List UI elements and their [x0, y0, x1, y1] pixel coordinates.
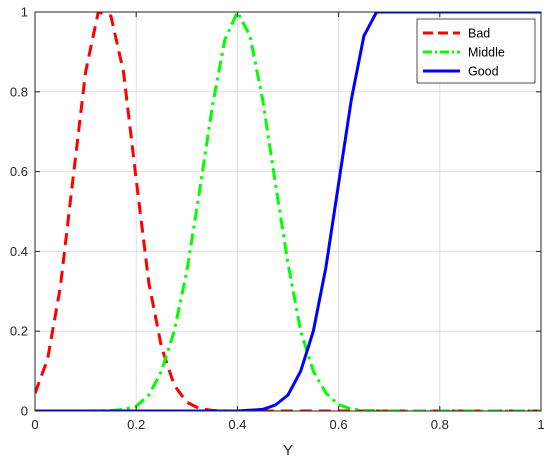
legend-items: Bad Middle Good — [423, 27, 505, 79]
y-tick-labels: 0 0.2 0.4 0.6 0.8 1 — [10, 5, 28, 419]
grid — [34, 11, 542, 412]
x-tick-label: 0.2 — [127, 417, 145, 432]
plot-border — [34, 11, 542, 412]
y-tick-label: 0 — [21, 404, 28, 419]
legend-label-good: Good — [468, 65, 499, 79]
x-tick-label: 1 — [537, 417, 544, 432]
series-line-good — [35, 12, 541, 411]
series-layer — [35, 12, 541, 411]
x-tick-label: 0 — [31, 417, 38, 432]
series-line-bad — [35, 12, 541, 411]
y-tick-label: 0.8 — [10, 84, 28, 99]
legend-label-middle: Middle — [468, 46, 505, 60]
series-line-middle — [35, 12, 541, 411]
x-tick-label: 0.8 — [431, 417, 449, 432]
y-tick-label: 1 — [21, 5, 28, 20]
legend: Bad Middle Good — [416, 18, 536, 84]
x-tick-label: 0.4 — [228, 417, 246, 432]
x-tick-labels: 0 0.2 0.4 0.6 0.8 1 — [31, 417, 544, 432]
legend-label-bad: Bad — [468, 27, 490, 41]
y-tick-label: 0.6 — [10, 164, 28, 179]
y-tick-label: 0.2 — [10, 324, 28, 339]
y-tick-label: 0.4 — [10, 244, 28, 259]
x-axis-label: Y — [283, 442, 293, 459]
x-tick-label: 0.6 — [330, 417, 348, 432]
ticks — [34, 11, 542, 412]
